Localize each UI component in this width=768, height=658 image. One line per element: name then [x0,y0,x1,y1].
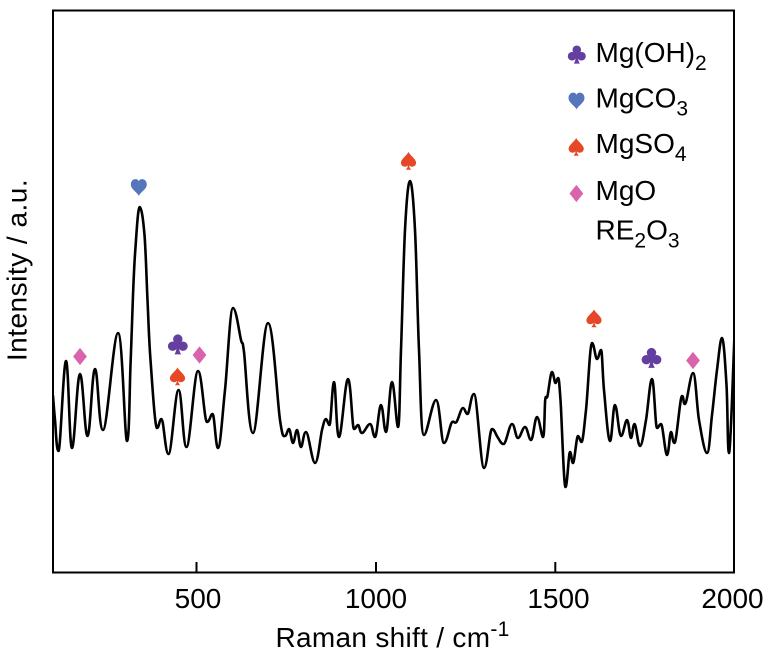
svg-text:MgSO4: MgSO4 [596,128,687,166]
svg-text:Intensity / a.u.: Intensity / a.u. [2,179,33,361]
svg-text:1500: 1500 [527,583,589,614]
svg-text:Mg(OH)2: Mg(OH)2 [596,37,707,75]
svg-text:Raman shift / cm-1: Raman shift / cm-1 [276,618,510,653]
svg-text:RE2O3: RE2O3 [596,215,680,253]
svg-text:2000: 2000 [701,583,763,614]
svg-text:500: 500 [175,583,222,614]
svg-text:1000: 1000 [345,583,407,614]
svg-text:MgO: MgO [596,175,657,206]
svg-text:MgCO3: MgCO3 [596,83,689,121]
